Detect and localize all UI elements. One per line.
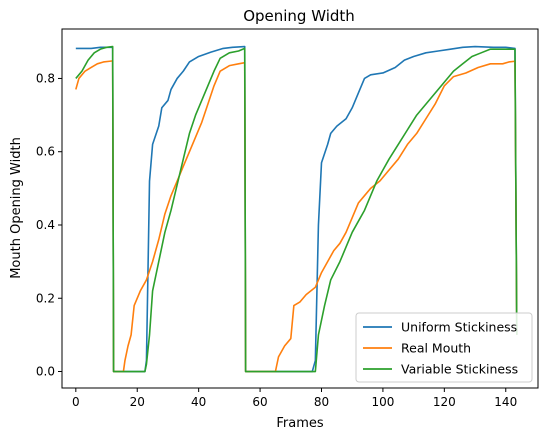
legend-label: Real Mouth [401, 341, 471, 356]
y-tick-label: 0.0 [36, 365, 55, 379]
x-axis-label: Frames [276, 416, 324, 431]
legend-label: Uniform Stickiness [401, 320, 517, 335]
y-tick-label: 0.6 [36, 145, 55, 159]
x-tick-label: 0 [72, 395, 80, 409]
x-tick-label: 60 [252, 395, 267, 409]
y-axis: 0.0 0.2 0.4 0.6 0.8 [36, 71, 62, 379]
x-axis: 0 20 40 60 80 100 120 140 [72, 388, 517, 409]
plot-frame [61, 28, 539, 389]
legend-label: Variable Stickiness [401, 362, 518, 377]
y-tick-label: 0.8 [36, 71, 55, 85]
series-line-3 [75, 45, 518, 373]
x-tick-label: 80 [314, 395, 329, 409]
x-tick-label: 20 [130, 395, 145, 409]
y-tick-label: 0.4 [36, 218, 55, 232]
x-tick-label: 100 [371, 395, 394, 409]
legend: Uniform Stickiness Real Mouth Variable Sti… [355, 312, 533, 383]
y-tick-label: 0.2 [36, 291, 55, 305]
chart-title: Opening Width [243, 7, 355, 25]
x-tick-label: 140 [494, 395, 517, 409]
y-axis-label: Mouth Opening Width [9, 137, 24, 279]
legend-box [355, 312, 533, 383]
series-line-1 [75, 45, 518, 373]
series-layer [75, 45, 518, 373]
x-tick-label: 120 [433, 395, 456, 409]
x-tick-label: 40 [191, 395, 206, 409]
